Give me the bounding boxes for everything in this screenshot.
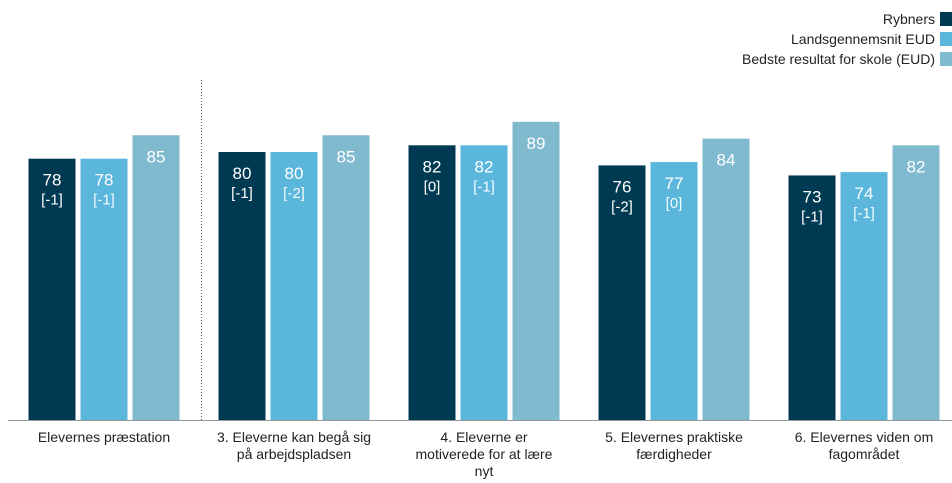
bar-group-item: 82 [-1] [460, 145, 508, 421]
bar-landsgennemsnit [460, 145, 508, 421]
bar-value-label: 82 [475, 157, 494, 176]
legend-swatch [940, 12, 952, 26]
bar-rybners [408, 145, 456, 421]
bar-change-label: [-1] [41, 192, 63, 209]
bar-value-label: 85 [147, 147, 166, 166]
bar-landsgennemsnit [840, 172, 888, 420]
bar-group-item: 84 [702, 138, 750, 420]
bar-change-label: [-1] [473, 178, 495, 195]
bars-layer: 78[-1]78[-1]8580[-1]80[-2]8582[0]82[-1]8… [28, 121, 940, 421]
bar-change-label: [0] [666, 195, 683, 212]
category-label: 4. Eleverne er motiverede for at lære nyt [416, 429, 553, 479]
bar-landsgennemsnit [80, 158, 128, 420]
bar-rybners [598, 165, 646, 420]
bar-value-label: 74 [855, 184, 874, 203]
bar-bedste [132, 135, 180, 420]
bar-change-label: [-2] [611, 198, 633, 215]
legend-label: Bedste resultat for skole (EUD) [742, 51, 935, 67]
bar-group-item: 76 [-2] [598, 165, 646, 420]
bar-group-item: 85 [322, 135, 370, 420]
category-label: 6. Elevernes viden om fagområdet [795, 429, 934, 462]
category-label-line: på arbejdspladsen [237, 446, 351, 462]
bar-value-label: 82 [423, 157, 442, 176]
bar-group-item: 89 [512, 121, 560, 420]
bar-bedste [322, 135, 370, 420]
bar-rybners [788, 175, 836, 420]
bar-rybners [28, 158, 76, 420]
bar-rybners [218, 152, 266, 420]
bar-value-label: 80 [233, 164, 252, 183]
bar-change-label: [-1] [853, 205, 875, 222]
bar-group-item: 85 [132, 135, 180, 420]
bar-change-label: [-1] [231, 185, 253, 202]
bar-group-item: 80 [-1] [218, 152, 266, 420]
bar-value-label: 76 [613, 177, 632, 196]
category-label-line: 3. Eleverne kan begå sig [217, 429, 371, 445]
bar-bedste [702, 138, 750, 420]
legend-item: Rybners [883, 11, 952, 27]
legend-item: Landsgennemsnit EUD [791, 31, 952, 47]
category-label-line: færdigheder [636, 446, 712, 462]
bar-value-label: 89 [527, 134, 546, 153]
bar-value-label: 78 [43, 171, 62, 190]
bar-change-label: [0] [424, 178, 441, 195]
category-label-line: 6. Elevernes viden om [795, 429, 934, 445]
bar-value-label: 82 [907, 157, 926, 176]
bar-landsgennemsnit [270, 152, 318, 420]
bar-group-item: 74 [-1] [840, 172, 888, 420]
category-label: 3. Eleverne kan begå sig på arbejdspladse… [217, 429, 371, 462]
bar-group-item: 82 [892, 145, 940, 421]
category-label-line: fagområdet [829, 446, 900, 462]
category-label-line: nyt [475, 463, 494, 479]
x-axis-labels: Elevernes præstation 3. Eleverne kan begå… [38, 429, 933, 479]
bar-value-label: 80 [285, 164, 304, 183]
category-label-line: Elevernes præstation [38, 429, 170, 445]
bar-change-label: [-1] [93, 192, 115, 209]
bar-bedste [892, 145, 940, 421]
category-label-line: motiverede for at lære [416, 446, 553, 462]
bar-group-item: 78 [-1] [80, 158, 128, 420]
bar-group-item: 73 [-1] [788, 175, 836, 420]
bar-value-label: 77 [665, 174, 684, 193]
bar-value-label: 85 [337, 147, 356, 166]
bar-group-item: 78 [-1] [28, 158, 76, 420]
category-label-line: 5. Elevernes praktiske [605, 429, 743, 445]
bar-group-item: 77[0] [650, 162, 698, 421]
bar-group-item: 80 [-2] [270, 152, 318, 420]
bar-value-label: 73 [803, 187, 822, 206]
legend-swatch [940, 32, 952, 46]
legend-item: Bedste resultat for skole (EUD) [742, 51, 952, 67]
bar-change-label: [-2] [283, 185, 305, 202]
category-label-line: 4. Eleverne er [440, 429, 527, 445]
category-label: 5. Elevernes praktiske færdigheder [605, 429, 743, 462]
legend-swatch [940, 52, 952, 66]
legend: Rybners Landsgennemsnit EUD Bedste resulta… [742, 11, 952, 67]
bar-landsgennemsnit [650, 162, 698, 421]
bar-change-label: [-1] [801, 208, 823, 225]
legend-label: Landsgennemsnit EUD [791, 31, 935, 47]
bar-value-label: 84 [717, 151, 736, 170]
bar-value-label: 78 [95, 171, 114, 190]
category-label: Elevernes præstation [38, 429, 170, 445]
legend-label: Rybners [883, 11, 935, 27]
bar-bedste [512, 121, 560, 420]
bar-group-item: 82[0] [408, 145, 456, 421]
